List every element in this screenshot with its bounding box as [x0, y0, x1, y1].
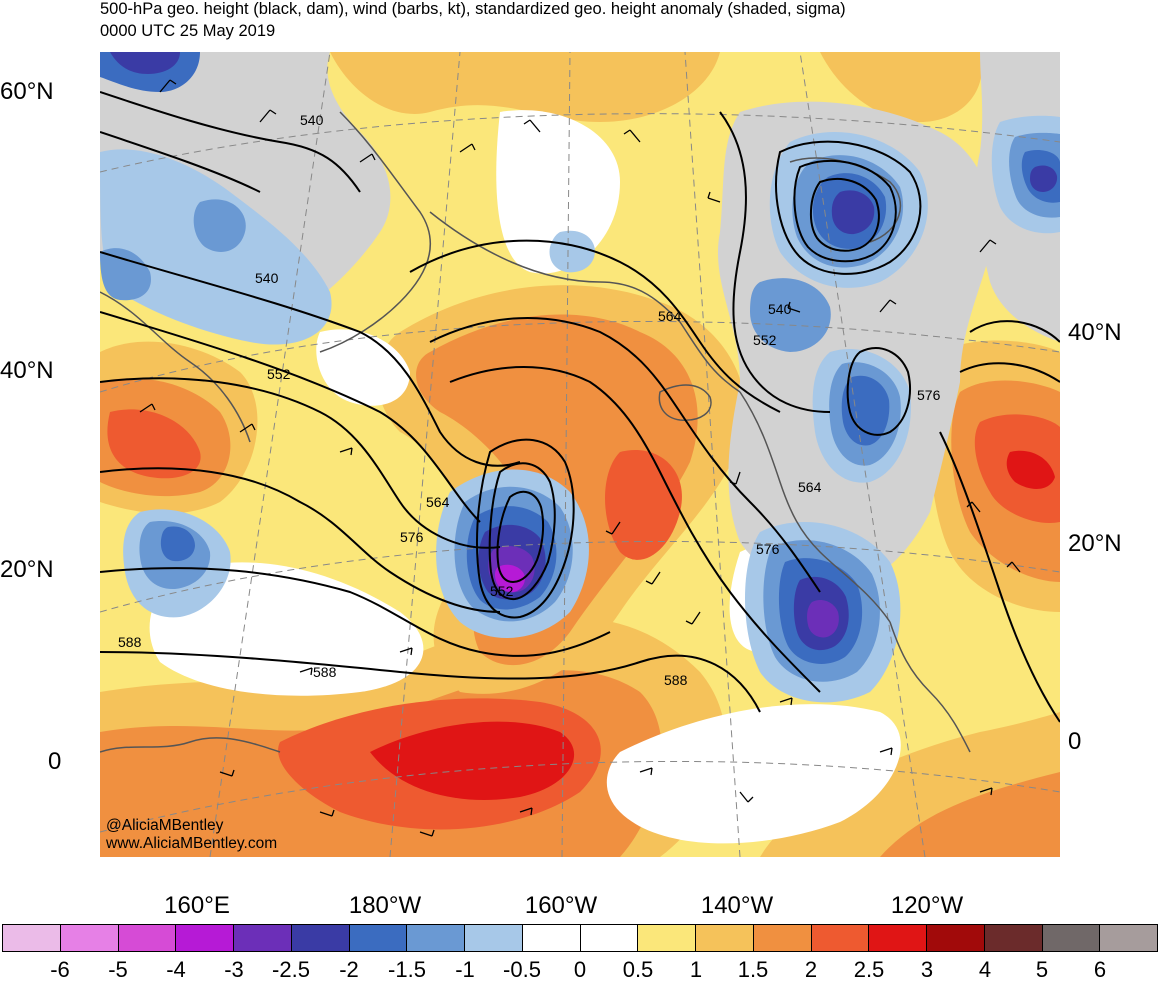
colorbar-label: -2.5 — [272, 957, 310, 982]
lon-label-180w: 180°W — [348, 892, 422, 919]
colorbar-swatch — [753, 925, 812, 951]
colorbar-swatch — [465, 925, 523, 951]
colorbar-label: 3 — [920, 957, 934, 982]
lat-label-left-40n: 40°N — [0, 357, 54, 384]
contour-label: 588 — [313, 664, 337, 680]
colorbar-label: 0 — [573, 957, 587, 982]
colorbar-swatch — [638, 925, 696, 951]
lon-label-120w: 120°W — [890, 892, 964, 919]
colorbar-label: -3 — [224, 957, 244, 982]
contour-label: 552 — [753, 332, 777, 348]
colorbar-swatch — [60, 925, 119, 951]
colorbar-swatch — [984, 925, 1043, 951]
colorbar-swatch — [811, 925, 870, 951]
colorbar-label: -5 — [108, 957, 128, 982]
contour-label: 552 — [267, 366, 291, 382]
contour-label: 588 — [118, 634, 142, 650]
colorbar-label: 2.5 — [853, 957, 885, 982]
lat-label-right-20n: 20°N — [1068, 530, 1122, 557]
lat-label-left-0: 0 — [48, 748, 62, 775]
colorbar-label: 4 — [978, 957, 992, 982]
lat-label-right-40n: 40°N — [1068, 319, 1122, 346]
colorbar-swatch — [1042, 925, 1101, 951]
map-title: 500-hPa geo. height (black, dam), wind (… — [100, 0, 846, 18]
lat-label-left-20n: 20°N — [0, 556, 54, 583]
colorbar-label: -4 — [166, 957, 186, 982]
colorbar-swatch — [580, 925, 639, 951]
colorbar-swatch — [927, 925, 985, 951]
colorbar-swatch — [1100, 925, 1157, 951]
colorbar-label: 1 — [689, 957, 703, 982]
colorbar — [2, 924, 1158, 952]
anomaly-map: 540 540 540 552 552 552 564 564 564 576 … — [100, 52, 1060, 857]
lon-label-140w: 140°W — [700, 892, 774, 919]
wind-barbs — [139, 79, 1021, 837]
map-panel: 540 540 540 552 552 552 564 564 564 576 … — [100, 52, 1060, 857]
map-valid-time: 0000 UTC 25 May 2019 — [100, 22, 276, 40]
contour-label: 564 — [798, 479, 822, 495]
contour-label: 588 — [664, 672, 688, 688]
colorbar-label: 0.5 — [622, 957, 654, 982]
colorbar-label: 6 — [1093, 957, 1107, 982]
anomaly-shading — [100, 52, 1060, 857]
contour-label: 540 — [300, 112, 324, 128]
colorbar-swatch — [869, 925, 927, 951]
colorbar-swatch — [522, 925, 581, 951]
colorbar-label: -6 — [50, 957, 70, 982]
contour-label: 564 — [658, 308, 682, 324]
colorbar-swatch — [696, 925, 754, 951]
colorbar-swatch — [176, 925, 234, 951]
lat-label-right-0: 0 — [1068, 728, 1082, 755]
contour-label: 576 — [917, 387, 941, 403]
coastlines — [100, 111, 971, 753]
colorbar-label: 5 — [1035, 957, 1049, 982]
credit-handle: @AliciaMBentley — [106, 817, 224, 834]
contour-label: 540 — [768, 301, 792, 317]
contour-label: 576 — [756, 541, 780, 557]
contour-label: 540 — [255, 270, 279, 286]
colorbar-swatch — [234, 925, 292, 951]
colorbar-label: 1.5 — [737, 957, 769, 982]
lat-label-left-60n: 60°N — [0, 78, 54, 105]
colorbar-swatch — [291, 925, 350, 951]
contour-label-group: 540 540 540 552 552 552 564 564 564 576 … — [118, 112, 941, 688]
colorbar-swatch — [407, 925, 465, 951]
colorbar-label: 2 — [804, 957, 818, 982]
colorbar-label: -2 — [339, 957, 359, 982]
graticule — [100, 52, 1060, 857]
contour-label: 576 — [400, 529, 424, 545]
credit-website: www.AliciaMBentley.com — [106, 835, 278, 852]
colorbar-swatch — [349, 925, 408, 951]
colorbar-label: -0.5 — [503, 957, 541, 982]
lon-label-160e: 160°E — [164, 892, 230, 919]
colorbar-label: -1.5 — [388, 957, 426, 982]
colorbar-swatch — [118, 925, 177, 951]
height-contours — [100, 91, 1060, 723]
colorbar-label: -1 — [455, 957, 475, 982]
colorbar-swatch — [3, 925, 61, 951]
contour-label: 564 — [426, 494, 450, 510]
contour-label: 552 — [490, 583, 514, 599]
lon-label-160w: 160°W — [524, 892, 598, 919]
